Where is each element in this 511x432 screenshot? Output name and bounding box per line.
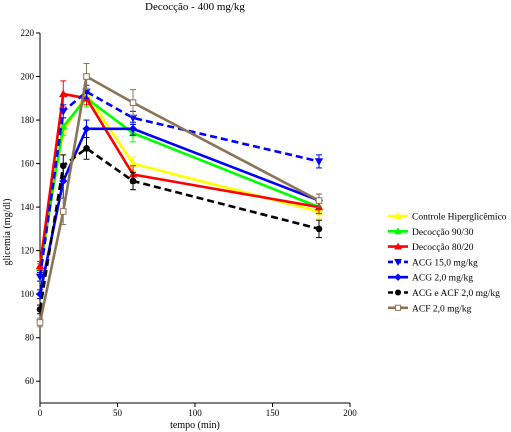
legend-item: ACG 2,0 mg/kg — [388, 273, 473, 284]
data-point — [36, 319, 44, 326]
y-axis-label: glicemia (mg/dl) — [2, 199, 13, 266]
legend-label: ACF 2,0 mg/kg — [412, 304, 472, 314]
legend-label: ACG 2,0 mg/kg — [412, 274, 473, 284]
plot-area — [35, 62, 324, 328]
legend-label: ACG 15,0 mg/kg — [412, 258, 478, 268]
data-point — [35, 273, 45, 282]
series-line — [38, 127, 320, 295]
legend-item: ACG e ACF 2,0 mg/kg — [388, 289, 500, 299]
data-point — [59, 89, 68, 98]
data-point — [394, 227, 402, 235]
chart-title: Decocção - 400 mg/kg — [145, 1, 245, 13]
series-line — [38, 146, 320, 310]
x-tick-label: 150 — [266, 408, 280, 418]
x-tick-label: 0 — [38, 408, 43, 418]
data-point — [394, 289, 402, 296]
legend-label: ACG e ACF 2,0 mg/kg — [412, 289, 500, 299]
data-point — [394, 273, 402, 281]
data-point — [394, 259, 402, 266]
data-point — [394, 242, 402, 250]
legend-item: Controle Hiperglicêmico — [388, 211, 507, 223]
data-point — [59, 122, 68, 130]
y-tick-label: 180 — [21, 115, 35, 125]
y-tick-label: 60 — [25, 376, 35, 386]
y-tick-label: 100 — [21, 289, 35, 299]
y-tick-label: 220 — [21, 28, 35, 38]
data-point — [314, 158, 324, 166]
legend-label: Decocção 90/30 — [412, 228, 474, 238]
x-axis-label: tempo (min) — [170, 420, 220, 431]
y-tick-label: 140 — [21, 202, 35, 212]
series-line — [38, 90, 320, 277]
y-tick-label: 120 — [21, 246, 35, 256]
legend-item: Decocção 90/30 — [388, 227, 474, 238]
legend: Controle Hiperglicêmico Decocção 90/30 Dec… — [388, 211, 507, 314]
legend-item: Decocção 80/20 — [388, 242, 474, 253]
data-point — [128, 124, 138, 133]
data-point — [394, 304, 402, 311]
x-tick-label: 100 — [188, 408, 202, 418]
data-point — [83, 73, 90, 80]
data-point — [59, 108, 68, 116]
data-point — [315, 197, 323, 204]
data-point — [394, 211, 402, 219]
series — [35, 84, 324, 282]
series — [35, 119, 324, 300]
data-point — [315, 225, 323, 233]
legend-label: Controle Hiperglicêmico — [412, 213, 507, 223]
y-tick-label: 160 — [21, 159, 35, 169]
legend-label: Decocção 80/20 — [412, 243, 474, 253]
data-point — [129, 177, 137, 185]
y-tick-label: 80 — [25, 333, 35, 343]
x-tick-label: 50 — [113, 408, 123, 418]
data-point — [129, 99, 137, 106]
data-point — [59, 162, 67, 170]
x-tick-label: 200 — [343, 408, 357, 418]
series — [36, 136, 323, 315]
legend-item: ACG 15,0 mg/kg — [388, 258, 478, 268]
series — [36, 62, 323, 328]
data-point — [59, 208, 67, 215]
data-point — [82, 124, 91, 133]
data-point — [83, 145, 90, 152]
legend-item: ACF 2,0 mg/kg — [388, 304, 472, 314]
data-point — [59, 176, 68, 186]
y-tick-label: 200 — [21, 72, 35, 82]
axes: 60 80 100 120 140 160 180 200 220 0 50 100 150 200 — [21, 28, 358, 418]
